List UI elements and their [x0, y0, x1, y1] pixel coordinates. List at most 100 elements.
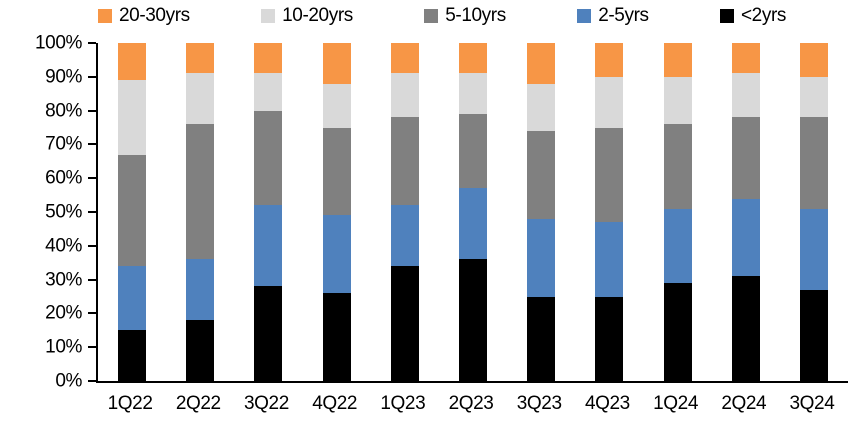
bar-3q22: [234, 43, 302, 381]
bar-segment-5-10yrs: [118, 154, 147, 267]
bar-segment-2-5yrs: [731, 198, 760, 277]
bar-segment-10-20yrs: [390, 73, 419, 118]
legend-swatch-20-30yrs-icon: [98, 8, 112, 23]
bar-stack: [390, 43, 419, 381]
y-axis-tick-label: 20%: [45, 302, 82, 324]
y-axis: 0% 10% 20% 30% 40% 50% 60% 70% 80% 90% 100%: [0, 34, 82, 391]
bar-segment-2yrs: [322, 293, 351, 381]
bar-segment-5-10yrs: [254, 110, 283, 206]
legend-label: 10-20yrs: [282, 5, 353, 26]
y-axis-tick-label: 50%: [45, 201, 82, 223]
y-axis-tick-label: 40%: [45, 235, 82, 257]
bar-2q24: [712, 43, 780, 381]
legend-swatch-2-5yrs-icon: [577, 8, 592, 23]
bar-segment-2yrs: [731, 276, 760, 381]
bar-segment-2yrs: [254, 286, 283, 381]
legend-swatch-5-10yrs-icon: [424, 8, 439, 23]
bar-segment-2-5yrs: [527, 218, 556, 297]
bar-segment-10-20yrs: [459, 73, 488, 114]
bar-segment-10-20yrs: [186, 73, 215, 125]
bar-2q23: [439, 43, 507, 381]
bar-segment-20-30yrs: [390, 43, 419, 74]
y-axis-tick: [88, 75, 96, 78]
bar-segment-20-30yrs: [186, 43, 215, 74]
bar-3q23: [507, 43, 575, 381]
x-axis-label-2q24: 2Q24: [721, 393, 767, 414]
bar-segment-10-20yrs: [595, 76, 624, 128]
legend-item-20-30yrs: 20-30yrs: [98, 6, 190, 25]
bar-segment-5-10yrs: [799, 117, 828, 209]
legend-label: 5-10yrs: [445, 5, 506, 26]
bar-stack: [799, 43, 828, 381]
bar-segment-2-5yrs: [663, 208, 692, 283]
x-axis-label-4q22: 4Q22: [312, 393, 358, 414]
legend-label: 2-5yrs: [598, 5, 649, 26]
bar-segment-20-30yrs: [254, 43, 283, 74]
bar-segment-20-30yrs: [663, 43, 692, 77]
bar-stack: [527, 43, 556, 381]
x-axis-label-3q24: 3Q24: [789, 393, 835, 414]
bar-1q24: [644, 43, 712, 381]
bar-segment-2yrs: [527, 296, 556, 381]
legend-item-5-10yrs: 5-10yrs: [424, 6, 506, 25]
y-axis-tick-label: 90%: [45, 66, 82, 88]
y-axis-tick: [88, 346, 96, 349]
bar-segment-2yrs: [595, 296, 624, 381]
bar-segment-5-10yrs: [731, 117, 760, 199]
x-axis: 1Q22 2Q22 3Q22 4Q22 1Q23 2Q23 3Q23 4Q23 1Q24 2Q24…: [96, 393, 846, 416]
y-axis-tick: [88, 380, 96, 382]
bar-segment-2yrs: [390, 266, 419, 381]
bar-3q24: [780, 43, 848, 381]
bar-4q23: [575, 43, 643, 381]
bar-segment-10-20yrs: [322, 83, 351, 128]
bar-stack: [663, 43, 692, 381]
bar-stack: [459, 43, 488, 381]
bar-4q22: [303, 43, 371, 381]
bar-segment-2-5yrs: [799, 208, 828, 290]
legend-label: 20-30yrs: [119, 5, 190, 26]
legend-label: <2yrs: [740, 5, 786, 26]
bar-stack: [595, 43, 624, 381]
bar-segment-20-30yrs: [731, 43, 760, 74]
y-axis-tick-label: 60%: [45, 167, 82, 189]
y-axis-ticks: [88, 42, 96, 382]
x-axis-label-2q22: 2Q22: [175, 393, 221, 414]
bar-segment-2yrs: [186, 320, 215, 381]
bar-segment-20-30yrs: [459, 43, 488, 74]
y-axis-tick-label: 0%: [55, 370, 82, 392]
x-axis-label-3q23: 3Q23: [516, 393, 562, 414]
bar-stack: [322, 43, 351, 381]
bar-segment-10-20yrs: [799, 76, 828, 118]
y-axis-tick: [88, 244, 96, 247]
bar-segment-2-5yrs: [322, 215, 351, 294]
bar-segment-20-30yrs: [595, 43, 624, 77]
bar-segment-5-10yrs: [186, 124, 215, 260]
bar-segment-20-30yrs: [118, 43, 147, 81]
x-axis-label-4q23: 4Q23: [584, 393, 630, 414]
bar-segment-2-5yrs: [459, 188, 488, 260]
bar-segment-2-5yrs: [595, 222, 624, 297]
bar-segment-5-10yrs: [595, 127, 624, 223]
bar-segment-2yrs: [799, 289, 828, 381]
bar-segment-2yrs: [663, 282, 692, 381]
y-axis-tick-label: 80%: [45, 100, 82, 122]
bar-segment-10-20yrs: [118, 80, 147, 155]
plot-area: [96, 43, 848, 383]
bar-stack: [731, 43, 760, 381]
bar-2q22: [166, 43, 234, 381]
bar-segment-2-5yrs: [390, 205, 419, 267]
y-axis-tick: [88, 177, 96, 180]
bar-1q22: [98, 43, 166, 381]
bar-segment-5-10yrs: [527, 130, 556, 219]
x-axis-label-2q23: 2Q23: [448, 393, 494, 414]
bar-stack: [254, 43, 283, 381]
bar-segment-5-10yrs: [663, 124, 692, 209]
bar-segment-10-20yrs: [527, 83, 556, 131]
x-axis-label-1q24: 1Q24: [653, 393, 699, 414]
bar-stack: [118, 43, 147, 381]
bar-segment-2-5yrs: [118, 266, 147, 331]
y-axis-tick-label: 30%: [45, 269, 82, 291]
bar-segment-2yrs: [118, 330, 147, 381]
y-axis-tick-label: 10%: [45, 336, 82, 358]
chart-legend: 20-30yrs 10-20yrs 5-10yrs 2-5yrs <2yrs: [98, 6, 786, 25]
